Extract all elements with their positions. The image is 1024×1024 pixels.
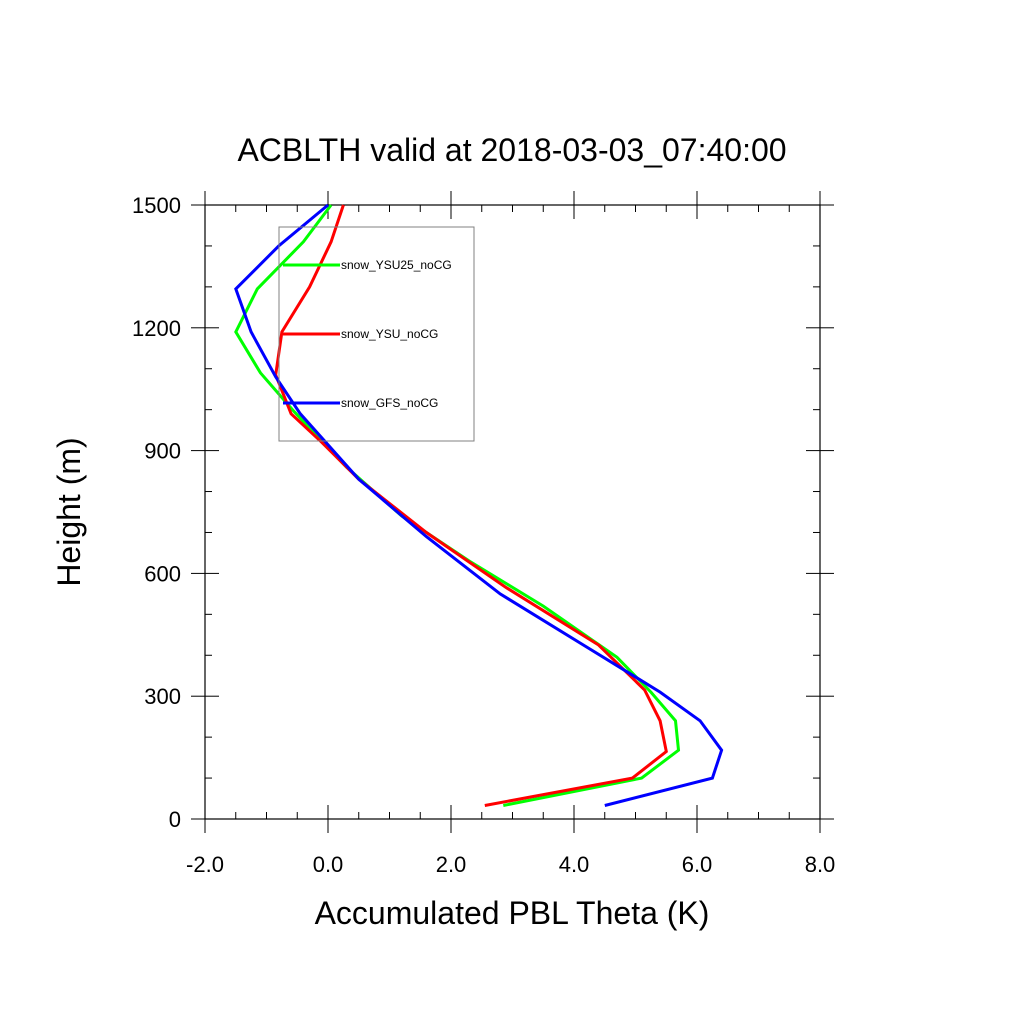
x-tick-label: 0.0 <box>313 852 344 877</box>
x-tick-label: 6.0 <box>682 852 713 877</box>
x-axis-label: Accumulated PBL Theta (K) <box>315 895 710 931</box>
y-tick-label: 1200 <box>132 316 181 341</box>
legend-label: snow_GFS_noCG <box>341 396 438 410</box>
series-line-snow_YSU_noCG <box>274 204 668 807</box>
series-line-snow_YSU25_noCG <box>234 204 681 807</box>
plot-border <box>204 204 821 820</box>
x-tick-label: 8.0 <box>805 852 836 877</box>
legend: snow_YSU25_noCG snow_YSU_noCG snow_GFS_noC… <box>278 226 475 442</box>
plot-area <box>204 204 821 820</box>
legend-label: snow_YSU25_noCG <box>341 258 452 272</box>
series-lines <box>234 203 724 807</box>
axis-ticks: -2.0 0.0 2.0 4.0 6.0 8.0 0 300 600 900 1200 1500 <box>132 191 835 877</box>
legend-label: snow_YSU_noCG <box>341 327 438 341</box>
series-line-snow_GFS_noCG <box>234 203 724 807</box>
y-tick-label: 600 <box>144 561 181 586</box>
x-tick-label: 4.0 <box>559 852 590 877</box>
y-tick-label: 300 <box>144 684 181 709</box>
chart-title: ACBLTH valid at 2018-03-03_07:40:00 <box>237 132 786 168</box>
legend-box <box>278 226 475 442</box>
y-axis-label: Height (m) <box>51 437 87 586</box>
y-tick-label: 1500 <box>132 193 181 218</box>
x-tick-label: -2.0 <box>186 852 224 877</box>
x-tick-label: 2.0 <box>436 852 467 877</box>
y-tick-label: 900 <box>144 439 181 464</box>
y-tick-label: 0 <box>169 807 181 832</box>
